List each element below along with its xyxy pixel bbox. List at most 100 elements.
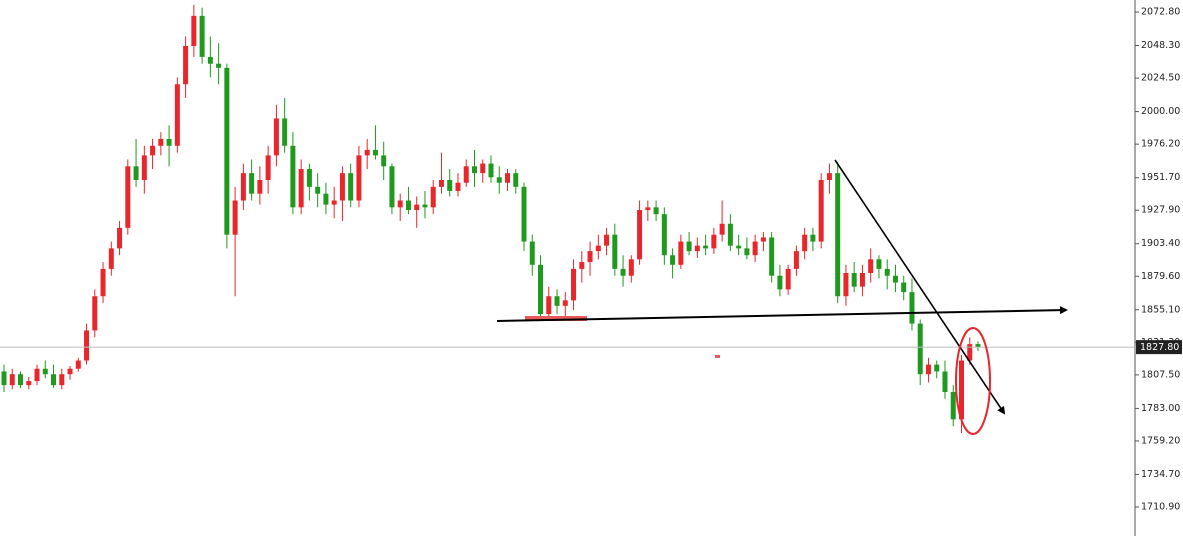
candle-body bbox=[645, 207, 651, 211]
candle-body bbox=[282, 118, 288, 146]
candle-body bbox=[108, 248, 114, 269]
candle-body bbox=[463, 166, 469, 183]
candle-body bbox=[934, 364, 940, 372]
candle-body bbox=[199, 15, 205, 57]
y-tick-label: 1879.60 bbox=[1141, 271, 1180, 282]
candle-body bbox=[620, 268, 626, 276]
candle-body bbox=[521, 186, 527, 242]
candle-body bbox=[562, 300, 568, 306]
candle-body bbox=[876, 259, 882, 269]
candle-body bbox=[769, 237, 775, 276]
candle-body bbox=[397, 200, 403, 208]
candle-body bbox=[224, 67, 230, 235]
y-tick-label: 1976.20 bbox=[1141, 139, 1180, 150]
candle-body bbox=[405, 200, 411, 211]
candle-body bbox=[546, 296, 552, 315]
candle-body bbox=[967, 344, 973, 361]
candle-body bbox=[579, 262, 585, 269]
candle-body bbox=[868, 259, 874, 273]
candle-body bbox=[455, 182, 461, 191]
plot-area bbox=[0, 4, 1135, 434]
y-tick-label: 2072.80 bbox=[1141, 7, 1180, 18]
support-highlight bbox=[525, 316, 587, 321]
candle-body bbox=[744, 248, 750, 256]
candle-body bbox=[9, 374, 15, 386]
candle-body bbox=[141, 155, 147, 180]
candle-body bbox=[447, 179, 453, 191]
candle-body bbox=[133, 166, 139, 180]
candle-body bbox=[59, 374, 65, 386]
candle-body bbox=[975, 344, 981, 348]
y-tick-label: 1759.20 bbox=[1141, 435, 1180, 446]
candle-body bbox=[637, 210, 643, 260]
candle-body bbox=[42, 368, 48, 375]
last-price-label: 1827.80 bbox=[1140, 342, 1179, 353]
candle-body bbox=[513, 173, 519, 187]
candle-body bbox=[84, 330, 90, 361]
candle-body bbox=[719, 223, 725, 235]
candle-body bbox=[216, 63, 222, 68]
candle-body bbox=[703, 245, 709, 249]
y-tick-label: 1855.10 bbox=[1141, 304, 1180, 315]
candle-body bbox=[686, 241, 692, 252]
candle-body bbox=[75, 360, 81, 369]
candle-body bbox=[339, 173, 345, 201]
candle-body bbox=[851, 272, 857, 287]
candle-body bbox=[604, 234, 610, 246]
candle-body bbox=[802, 234, 808, 252]
last-price-box bbox=[1136, 340, 1182, 355]
candle-body bbox=[207, 56, 213, 64]
candle-body bbox=[884, 268, 890, 276]
candle-body bbox=[306, 169, 312, 187]
candle-body bbox=[628, 259, 634, 276]
y-tick-label: 1710.90 bbox=[1141, 502, 1180, 513]
annotations bbox=[496, 159, 1068, 435]
candle-body bbox=[760, 237, 766, 242]
candle-body bbox=[942, 371, 948, 392]
candle-body bbox=[859, 272, 865, 287]
candle-body bbox=[51, 374, 57, 386]
marker-dot bbox=[715, 355, 720, 358]
candle-body bbox=[356, 155, 362, 201]
candle-body bbox=[257, 179, 263, 194]
y-tick-label: 1927.90 bbox=[1141, 205, 1180, 216]
candle-body bbox=[612, 234, 618, 269]
candle-body bbox=[232, 200, 238, 235]
candle-body bbox=[174, 84, 180, 146]
candle-body bbox=[653, 207, 659, 215]
candle-body bbox=[67, 368, 73, 375]
candle-body bbox=[496, 177, 502, 183]
y-tick-label: 2024.50 bbox=[1141, 73, 1180, 84]
candle-body bbox=[958, 360, 964, 420]
candle-body bbox=[571, 268, 577, 301]
candle-body bbox=[694, 245, 700, 252]
candle-body bbox=[909, 292, 915, 324]
candle-body bbox=[595, 245, 601, 252]
candle-body bbox=[777, 275, 783, 290]
candle-body bbox=[678, 241, 684, 265]
candle-body bbox=[364, 149, 370, 156]
candle-body bbox=[670, 255, 676, 265]
price-scale: 2072.80 2048.30 2024.50 2000.00 1976.20 1951.… bbox=[1135, 7, 1182, 513]
candle-body bbox=[711, 234, 717, 249]
candle-body bbox=[422, 204, 428, 208]
candle-body bbox=[810, 234, 816, 242]
candle-body bbox=[587, 251, 593, 263]
candle-body bbox=[785, 268, 791, 290]
highlight-ellipse bbox=[955, 327, 991, 435]
candle-body bbox=[315, 186, 321, 194]
candle-body bbox=[835, 173, 841, 297]
candle-body bbox=[92, 296, 98, 331]
candle-body bbox=[818, 179, 824, 242]
candle-body bbox=[826, 173, 832, 180]
y-tick-label: 1734.70 bbox=[1141, 469, 1180, 480]
candle-body bbox=[166, 138, 172, 146]
y-tick-label: 1951.70 bbox=[1141, 172, 1180, 183]
candle-body bbox=[150, 145, 156, 156]
candle-body bbox=[273, 118, 279, 156]
candle-body bbox=[348, 173, 354, 201]
candle-body bbox=[843, 272, 849, 297]
candle-body bbox=[191, 15, 197, 46]
